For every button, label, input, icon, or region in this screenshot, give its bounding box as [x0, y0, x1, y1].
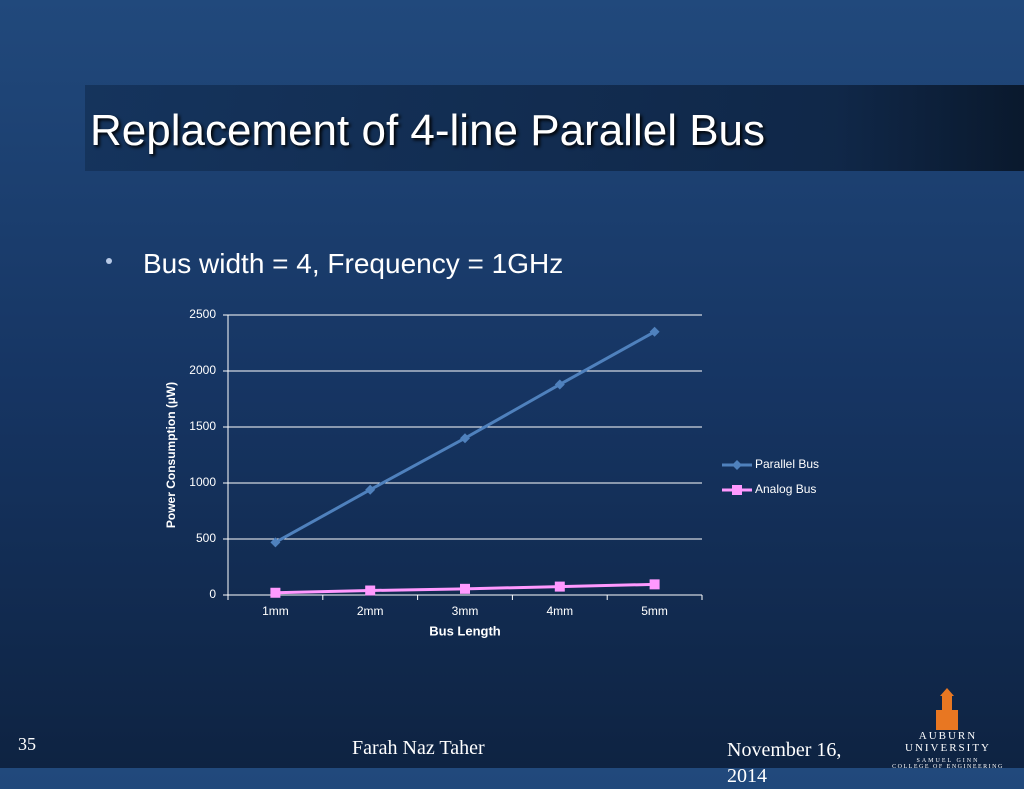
logo-name: AUBURN UNIVERSITY [905, 730, 991, 754]
point [460, 583, 470, 594]
x-tick-label: 2mm [357, 604, 384, 618]
page-number: 35 [18, 734, 36, 754]
x-tick-label: 4mm [546, 604, 573, 618]
point [732, 460, 742, 470]
point [270, 537, 281, 548]
point [649, 326, 660, 337]
legend-label: Parallel Bus [755, 457, 819, 471]
y-tick-label: 1000 [189, 475, 216, 489]
x-tick-label: 5mm [641, 604, 668, 618]
author: Farah Naz Taher [352, 737, 485, 759]
x-tick-label: 3mm [452, 604, 479, 618]
point [365, 484, 376, 495]
point [460, 433, 470, 444]
y-tick-label: 0 [209, 587, 216, 601]
slide: Replacement of 4-line Parallel Bus Bus w… [0, 0, 1024, 768]
x-axis-label: Bus Length [429, 623, 501, 638]
chart: Bus Length Power Consumption (µW) 0 500 10… [164, 307, 819, 638]
y-tick-label: 2000 [189, 363, 216, 377]
y-tick-label: 500 [196, 531, 216, 545]
logo-line2: COLLEGE OF ENGINEERING [892, 764, 1004, 770]
point [365, 585, 376, 596]
x-tick-label: 1mm [262, 604, 289, 618]
point [554, 581, 565, 592]
y-tick-label: 1500 [189, 419, 216, 433]
bullet-dot [106, 258, 112, 264]
title-band [85, 85, 1024, 171]
point [649, 579, 660, 590]
legend-label: Analog Bus [755, 482, 816, 496]
logo-tower [936, 688, 958, 730]
bullet-text: Bus width = 4, Frequency = 1GHz [143, 248, 564, 279]
y-axis-label: Power Consumption (µW) [164, 382, 178, 528]
point [270, 587, 281, 598]
date: November 16, 2014 [727, 739, 842, 787]
logo-line1: SAMUEL GINN [916, 758, 980, 764]
point [732, 485, 742, 495]
point [554, 379, 565, 390]
logo: AUBURN UNIVERSITY SAMUEL GINN COLLEGE OF… [878, 730, 1018, 770]
slide-title: Replacement of 4-line Parallel Bus [90, 106, 766, 155]
y-tick-label: 2500 [189, 307, 216, 321]
